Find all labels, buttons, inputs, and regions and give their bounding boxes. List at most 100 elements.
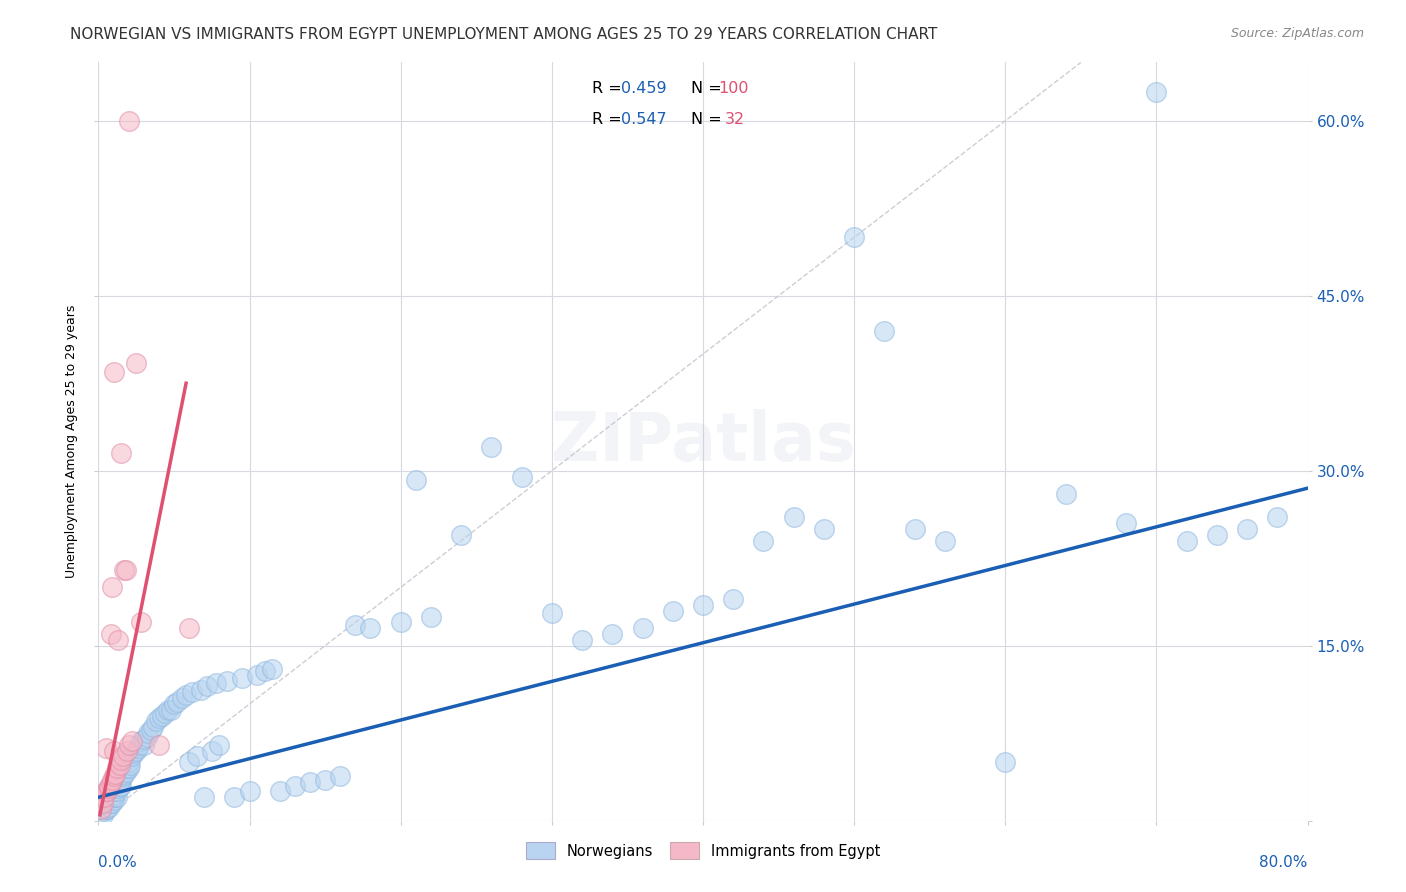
- Point: [752, 533, 775, 548]
- Text: N =: N =: [690, 112, 727, 127]
- Point: [132, 738, 155, 752]
- Point: [190, 683, 212, 698]
- Point: [93, 805, 115, 819]
- Point: [540, 606, 562, 620]
- Point: [101, 796, 124, 810]
- Point: [174, 688, 197, 702]
- Point: [1206, 528, 1229, 542]
- Point: [118, 738, 141, 752]
- Point: [114, 563, 136, 577]
- Point: [450, 528, 472, 542]
- Text: 100: 100: [718, 81, 749, 96]
- Point: [111, 749, 134, 764]
- Point: [103, 365, 125, 379]
- Point: [692, 598, 714, 612]
- Point: [98, 779, 121, 793]
- Point: [98, 799, 121, 814]
- Point: [224, 790, 246, 805]
- Point: [262, 662, 284, 676]
- Point: [103, 790, 125, 805]
- Point: [121, 734, 143, 748]
- Point: [148, 711, 170, 725]
- Point: [510, 469, 533, 483]
- Point: [231, 671, 253, 685]
- Point: [170, 691, 193, 706]
- Point: [93, 790, 115, 805]
- Point: [101, 772, 124, 787]
- Point: [127, 741, 149, 756]
- Point: [181, 685, 204, 699]
- Point: [100, 776, 122, 790]
- Y-axis label: Unemployment Among Ages 25 to 29 years: Unemployment Among Ages 25 to 29 years: [65, 305, 79, 578]
- Point: [100, 796, 122, 810]
- Point: [481, 441, 503, 455]
- Point: [108, 757, 131, 772]
- Point: [405, 473, 427, 487]
- Point: [103, 784, 125, 798]
- Point: [571, 632, 593, 647]
- Point: [253, 665, 276, 679]
- Point: [90, 802, 112, 816]
- Text: NORWEGIAN VS IMMIGRANTS FROM EGYPT UNEMPLOYMENT AMONG AGES 25 TO 29 YEARS CORREL: NORWEGIAN VS IMMIGRANTS FROM EGYPT UNEMP…: [70, 27, 938, 42]
- Point: [1236, 522, 1258, 536]
- Point: [873, 324, 896, 338]
- Point: [813, 522, 835, 536]
- Text: 80.0%: 80.0%: [1260, 855, 1308, 870]
- Point: [110, 767, 132, 781]
- Point: [201, 744, 224, 758]
- Point: [994, 756, 1017, 770]
- Point: [118, 761, 141, 775]
- Point: [136, 726, 159, 740]
- Point: [1054, 487, 1077, 501]
- Point: [110, 772, 132, 787]
- Point: [128, 738, 150, 752]
- Point: [246, 668, 269, 682]
- Point: [104, 767, 127, 781]
- Point: [661, 604, 683, 618]
- Point: [163, 697, 186, 711]
- Text: R =: R =: [592, 81, 627, 96]
- Legend: Norwegians, Immigrants from Egypt: Norwegians, Immigrants from Egypt: [519, 835, 887, 866]
- Point: [103, 744, 125, 758]
- Point: [105, 761, 128, 775]
- Point: [195, 680, 218, 694]
- Point: [844, 230, 866, 244]
- Point: [125, 744, 148, 758]
- Point: [115, 744, 138, 758]
- Point: [108, 779, 131, 793]
- Point: [107, 632, 129, 647]
- Point: [389, 615, 412, 630]
- Point: [148, 738, 170, 752]
- Point: [101, 580, 124, 594]
- Point: [100, 627, 122, 641]
- Point: [1175, 533, 1198, 548]
- Point: [166, 695, 188, 709]
- Point: [91, 796, 114, 810]
- Point: [314, 772, 336, 787]
- Point: [132, 731, 155, 746]
- Point: [105, 784, 128, 798]
- Point: [215, 673, 238, 688]
- Text: ZIPatlas: ZIPatlas: [551, 409, 855, 475]
- Point: [208, 738, 231, 752]
- Point: [98, 780, 121, 795]
- Point: [96, 802, 118, 816]
- Point: [103, 792, 125, 806]
- Point: [1144, 85, 1167, 99]
- Point: [114, 764, 136, 779]
- Point: [186, 749, 208, 764]
- Point: [904, 522, 927, 536]
- Point: [122, 746, 145, 760]
- Point: [103, 790, 125, 805]
- Point: [103, 788, 125, 802]
- Text: Source: ZipAtlas.com: Source: ZipAtlas.com: [1230, 27, 1364, 40]
- Point: [239, 784, 262, 798]
- Point: [299, 775, 322, 789]
- Point: [129, 615, 152, 630]
- Point: [105, 790, 128, 805]
- Point: [118, 113, 141, 128]
- Point: [110, 779, 132, 793]
- Point: [91, 807, 114, 822]
- Text: N =: N =: [690, 81, 727, 96]
- Point: [179, 756, 201, 770]
